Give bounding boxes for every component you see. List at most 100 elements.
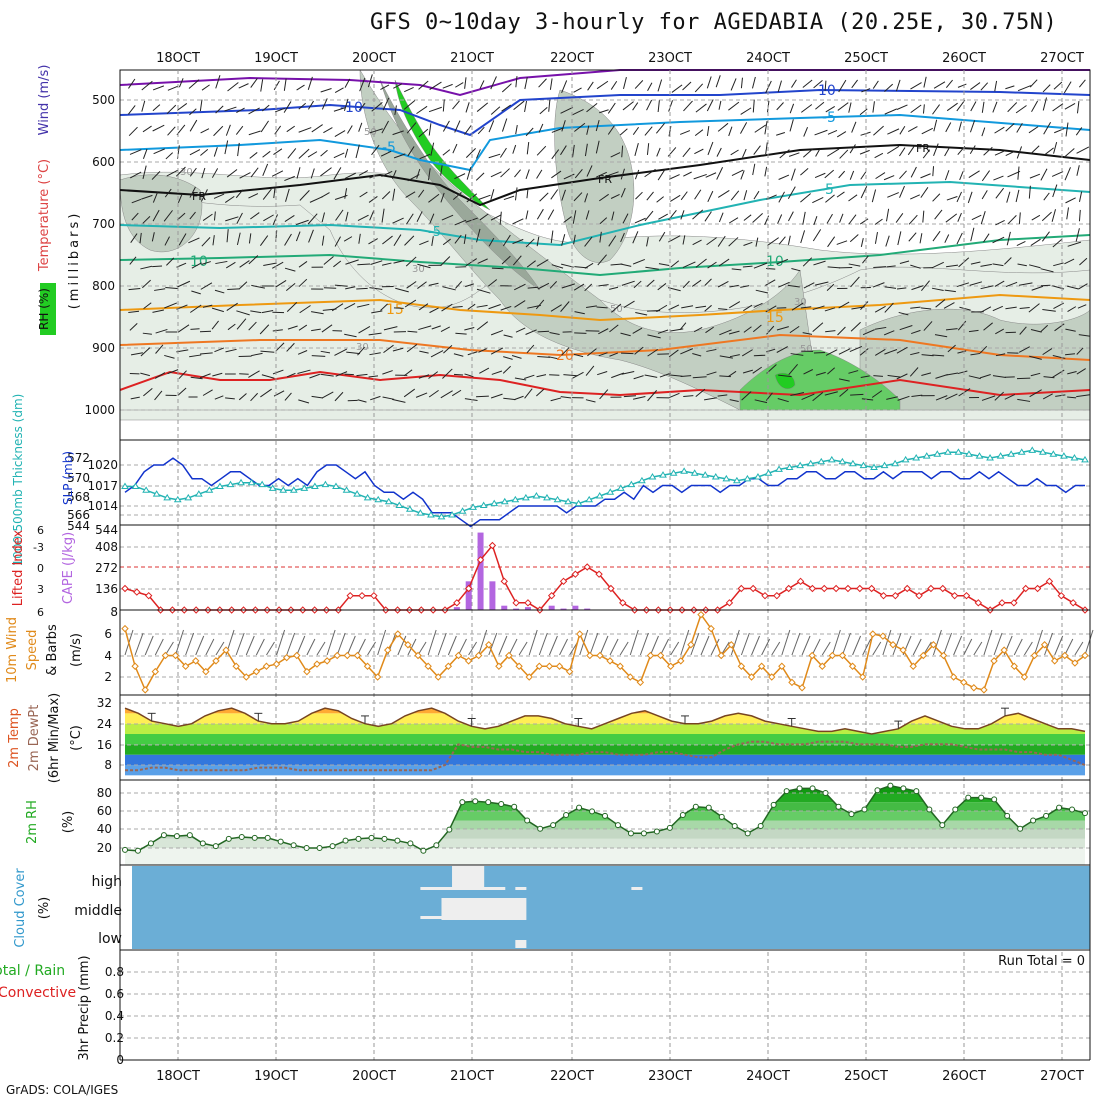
wind-barb xyxy=(464,398,478,402)
wind-barb xyxy=(371,144,380,156)
wind-barb xyxy=(298,102,306,110)
wind-barb xyxy=(418,80,429,90)
thickness-line-point xyxy=(1007,450,1016,457)
wind-barb xyxy=(333,152,345,159)
wind-barb xyxy=(501,118,508,132)
wind-barb xyxy=(717,280,729,288)
rh-line-point xyxy=(368,834,375,841)
wind-barb xyxy=(886,265,896,268)
wind-barb xyxy=(283,101,292,113)
wind-barb xyxy=(369,128,383,134)
rh-band xyxy=(125,838,1085,848)
wind-barb xyxy=(598,328,609,335)
wind-barb xyxy=(287,325,298,330)
wind-barb xyxy=(644,126,653,136)
wind-barb xyxy=(215,641,225,656)
lifted-index-line-point xyxy=(619,599,627,607)
wind-speed-line xyxy=(124,612,1086,692)
wind-barb xyxy=(704,304,712,312)
wind-barb xyxy=(501,104,512,112)
wind-speed-line-point xyxy=(192,657,200,665)
wind-barb xyxy=(518,641,528,656)
wind-barb xyxy=(584,262,594,269)
rh-axis-label: RH (%) xyxy=(37,288,51,330)
wind-barb xyxy=(524,77,528,90)
thickness-line-point xyxy=(1017,448,1026,455)
wind-barb xyxy=(201,167,206,179)
wind-barb xyxy=(166,257,175,266)
wind-barb xyxy=(778,174,790,180)
wind-barb xyxy=(298,127,312,133)
wind-speed-line-point xyxy=(414,651,422,660)
cloud-background xyxy=(132,866,1090,949)
wind-barb xyxy=(440,326,451,332)
rh-line-point xyxy=(420,847,427,854)
cape-bar xyxy=(453,607,460,610)
wind-speed-line-point xyxy=(343,651,352,660)
wind-barb xyxy=(981,395,996,401)
wind-barb xyxy=(295,231,301,242)
right-tick-label: 408 xyxy=(95,540,118,554)
y-tick-label: 800 xyxy=(92,279,115,293)
wind-barb xyxy=(800,230,806,244)
wind-barb xyxy=(611,211,615,221)
wind-barb xyxy=(1043,192,1050,201)
wind-barb xyxy=(776,326,789,331)
wind-barb xyxy=(429,81,442,90)
wind-barb xyxy=(528,629,538,656)
wind-barb xyxy=(778,281,790,288)
wind-barb xyxy=(621,145,624,158)
temperature-axis-label: Temperature (°C) xyxy=(37,159,52,272)
wind-barb xyxy=(741,391,752,401)
wind-barb xyxy=(839,378,850,382)
wind-barb xyxy=(344,373,354,376)
wind-barb xyxy=(707,190,714,202)
wind-barb xyxy=(141,80,153,91)
wind-barb xyxy=(155,328,168,334)
wind-barb xyxy=(321,212,325,223)
wind-barb xyxy=(753,262,768,269)
wind-barb xyxy=(574,122,586,132)
wind-speed-line-point xyxy=(1040,641,1049,649)
wind-barb xyxy=(670,260,680,268)
slp-axis-label: SLP (mb) xyxy=(61,451,75,505)
wind-barb xyxy=(1043,147,1054,156)
wind-barb xyxy=(128,78,136,89)
wind-speed-line-point xyxy=(909,662,917,670)
wind-barb xyxy=(781,629,791,656)
wind-barb xyxy=(559,638,568,656)
wind-barb xyxy=(225,397,235,400)
wind-barb xyxy=(369,209,375,221)
lifted-index-line-point xyxy=(962,591,971,600)
wind-barb xyxy=(596,306,608,309)
wind-barb xyxy=(442,286,456,291)
wind-barb xyxy=(548,635,558,656)
wind-barb xyxy=(1078,79,1086,88)
wind-barb xyxy=(1007,102,1018,113)
wind-barb xyxy=(284,267,296,272)
thickness-line-point xyxy=(194,490,203,497)
wind-speed-line-point xyxy=(282,653,291,662)
wind-barb xyxy=(1013,638,1023,656)
wind-barb xyxy=(743,214,752,221)
wind-barb xyxy=(537,356,551,358)
wind-barb xyxy=(1075,127,1083,136)
wind-barb xyxy=(1076,347,1084,355)
wind-barb xyxy=(323,127,333,134)
wind-barb xyxy=(607,102,616,114)
wind-barb xyxy=(969,120,976,133)
wind-barb xyxy=(669,174,680,180)
wind-barb xyxy=(608,235,617,247)
wind-barb xyxy=(920,307,932,310)
wind-speed-line-point xyxy=(687,641,695,649)
wind-barb xyxy=(1023,641,1033,656)
wind-barb xyxy=(383,326,398,331)
wind-barb xyxy=(1029,355,1042,360)
wind-barb xyxy=(717,189,730,198)
wind-barb xyxy=(946,196,958,201)
wind-barb xyxy=(250,78,258,88)
wind-barb xyxy=(776,102,784,111)
cloud-frame xyxy=(119,864,1091,951)
wind-barb xyxy=(260,79,264,92)
thickness-line-point xyxy=(838,457,847,465)
